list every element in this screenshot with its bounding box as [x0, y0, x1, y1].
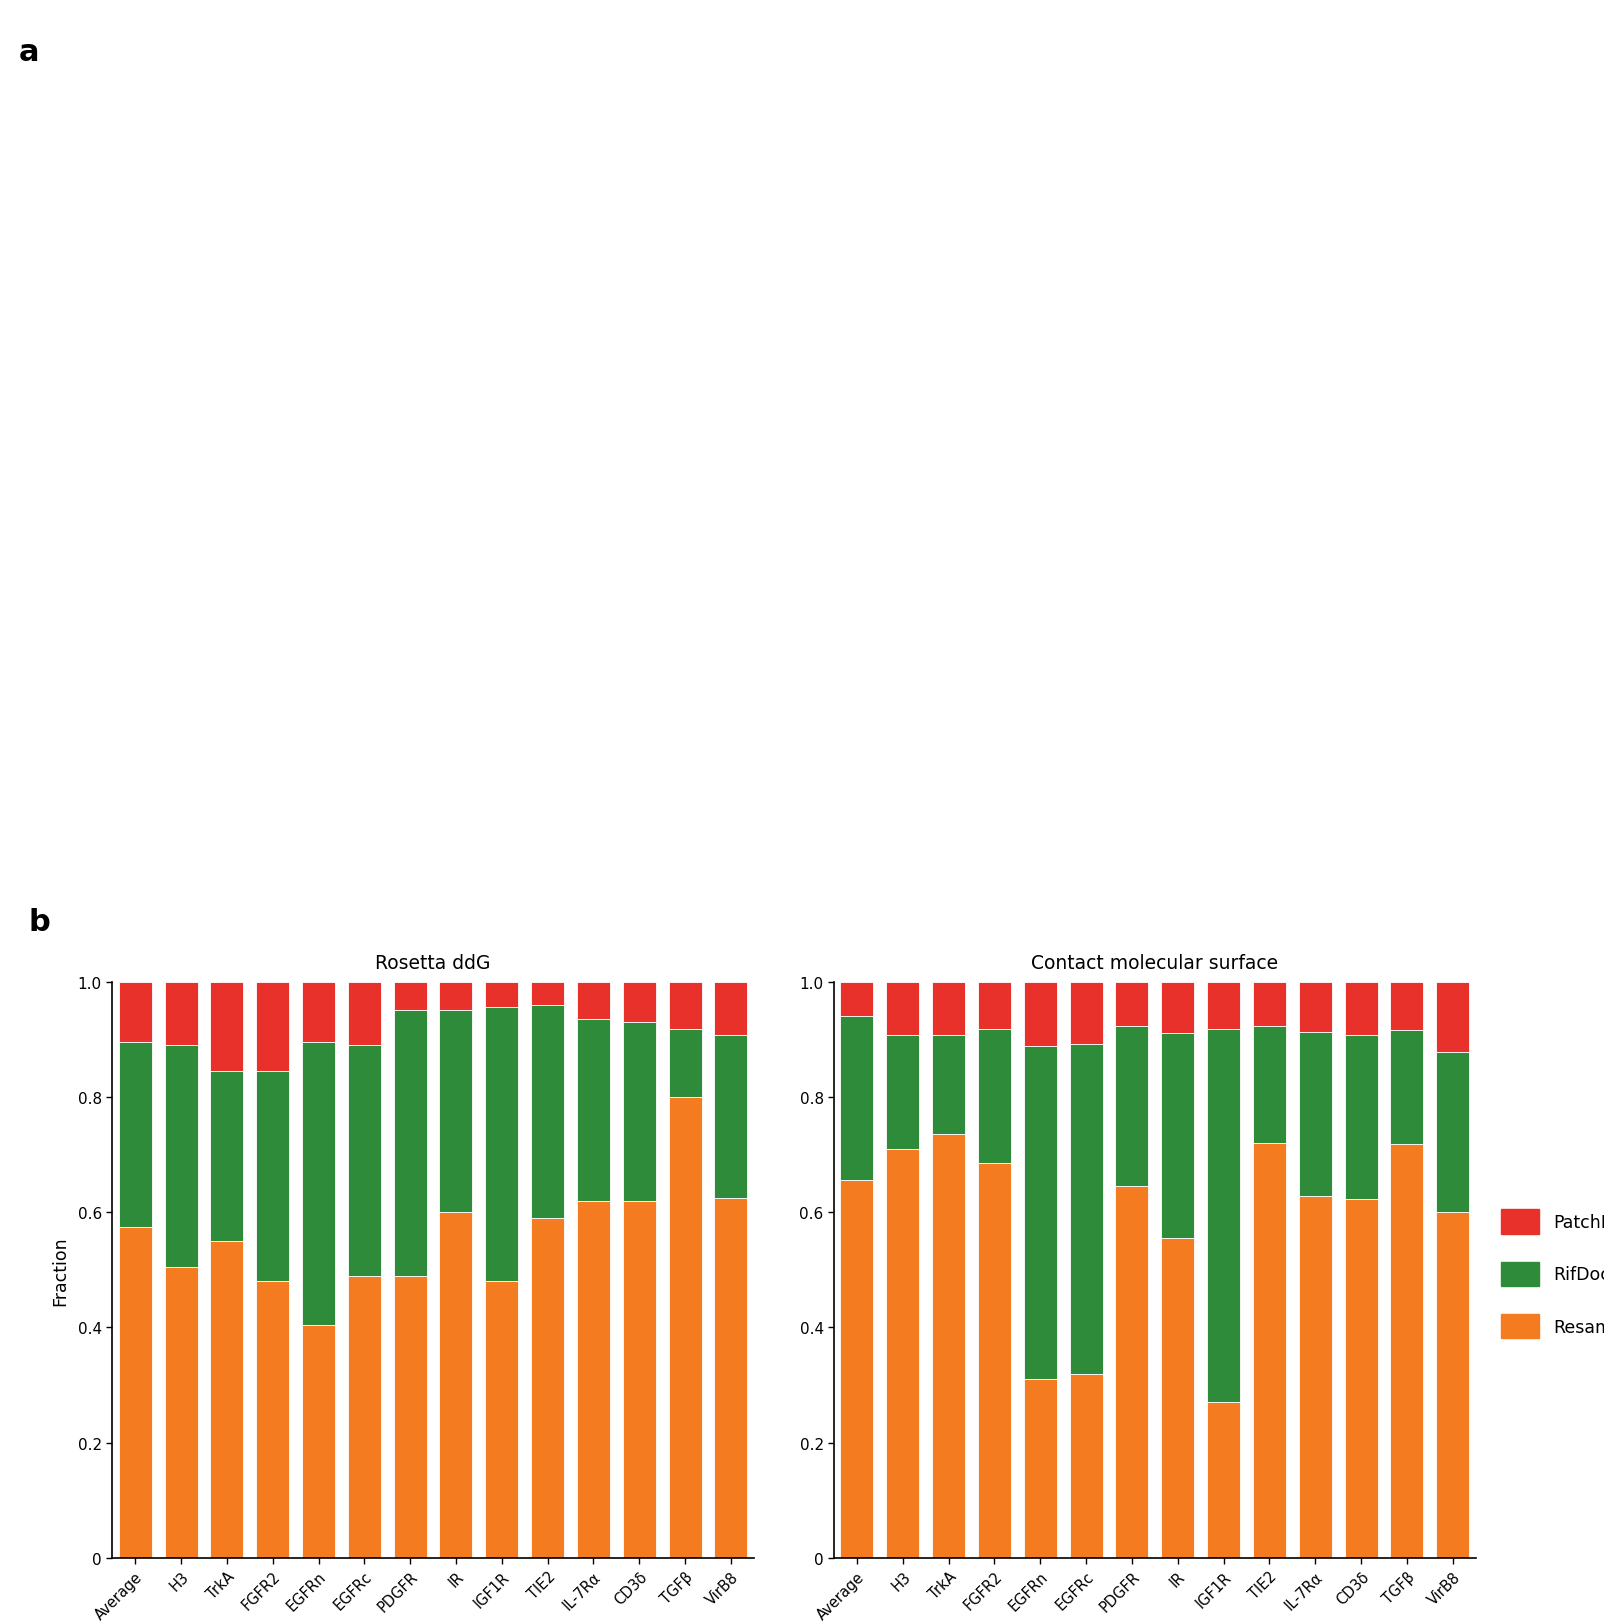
Bar — [165, 1268, 197, 1558]
Bar — [1115, 1026, 1148, 1186]
Bar — [210, 1071, 244, 1242]
Bar — [257, 1282, 289, 1558]
Bar — [531, 982, 565, 1005]
Text: b: b — [29, 907, 51, 936]
Text: a: a — [19, 39, 40, 67]
Bar — [257, 1071, 289, 1282]
Bar — [1208, 1029, 1240, 1402]
Bar — [887, 982, 919, 1035]
Bar — [348, 1276, 380, 1558]
Bar — [1208, 1402, 1240, 1558]
Bar — [439, 982, 473, 1011]
Bar — [1070, 1044, 1102, 1373]
Bar — [348, 1045, 380, 1276]
Bar — [119, 1227, 152, 1558]
Bar — [1436, 1212, 1469, 1558]
Y-axis label: Fraction: Fraction — [51, 1235, 69, 1305]
Bar — [486, 1008, 518, 1282]
Bar — [1436, 982, 1469, 1052]
Bar — [439, 1212, 473, 1558]
Bar — [932, 1035, 966, 1134]
Bar — [348, 982, 380, 1045]
Bar — [1070, 1373, 1102, 1558]
Bar — [1391, 982, 1423, 1031]
Bar — [887, 1035, 919, 1149]
Bar — [1115, 1186, 1148, 1558]
Bar — [840, 982, 874, 1016]
Bar — [531, 1219, 565, 1558]
Bar — [1391, 1144, 1423, 1558]
Bar — [1023, 982, 1057, 1047]
Bar — [1115, 982, 1148, 1026]
Bar — [257, 982, 289, 1071]
Bar — [439, 1011, 473, 1212]
Bar — [840, 1180, 874, 1558]
Bar — [1344, 1035, 1378, 1199]
Bar — [165, 1045, 197, 1268]
Bar — [1391, 1031, 1423, 1144]
Bar — [393, 1011, 427, 1276]
Bar — [165, 982, 197, 1045]
Title: Contact molecular surface: Contact molecular surface — [1031, 953, 1278, 972]
Bar — [1299, 1032, 1331, 1196]
Bar — [393, 982, 427, 1011]
Bar — [1023, 1047, 1057, 1380]
Bar — [1253, 982, 1286, 1026]
Bar — [302, 1042, 335, 1324]
Bar — [1208, 982, 1240, 1029]
Legend: PatchDock, RifDock, Resampling: PatchDock, RifDock, Resampling — [1492, 1201, 1604, 1347]
Bar — [302, 1324, 335, 1558]
Bar — [669, 982, 701, 1029]
Bar — [302, 982, 335, 1042]
Bar — [622, 1201, 656, 1558]
Bar — [577, 982, 610, 1019]
Bar — [1344, 982, 1378, 1035]
Bar — [1023, 1380, 1057, 1558]
Bar — [714, 1035, 747, 1198]
Bar — [669, 1097, 701, 1558]
Bar — [1253, 1026, 1286, 1143]
Bar — [577, 1201, 610, 1558]
Bar — [1070, 982, 1102, 1044]
Bar — [119, 982, 152, 1042]
Bar — [577, 1019, 610, 1201]
Bar — [932, 982, 966, 1035]
Bar — [486, 982, 518, 1008]
Bar — [531, 1005, 565, 1219]
Bar — [1344, 1199, 1378, 1558]
Bar — [210, 1242, 244, 1558]
Bar — [1436, 1052, 1469, 1212]
Bar — [840, 1016, 874, 1180]
Bar — [932, 1134, 966, 1558]
Bar — [1161, 982, 1195, 1034]
Bar — [978, 1029, 1011, 1164]
Bar — [393, 1276, 427, 1558]
Bar — [486, 1282, 518, 1558]
Bar — [210, 982, 244, 1071]
Bar — [1299, 982, 1331, 1032]
Bar — [978, 982, 1011, 1029]
Bar — [1299, 1196, 1331, 1558]
Bar — [622, 1022, 656, 1201]
Bar — [714, 1198, 747, 1558]
Bar — [1161, 1034, 1195, 1238]
Bar — [714, 982, 747, 1035]
Bar — [887, 1149, 919, 1558]
Bar — [978, 1164, 1011, 1558]
Bar — [622, 982, 656, 1022]
Bar — [1253, 1143, 1286, 1558]
Bar — [1161, 1238, 1195, 1558]
Bar — [669, 1029, 701, 1097]
Title: Rosetta ddG: Rosetta ddG — [375, 953, 491, 972]
Bar — [119, 1042, 152, 1227]
